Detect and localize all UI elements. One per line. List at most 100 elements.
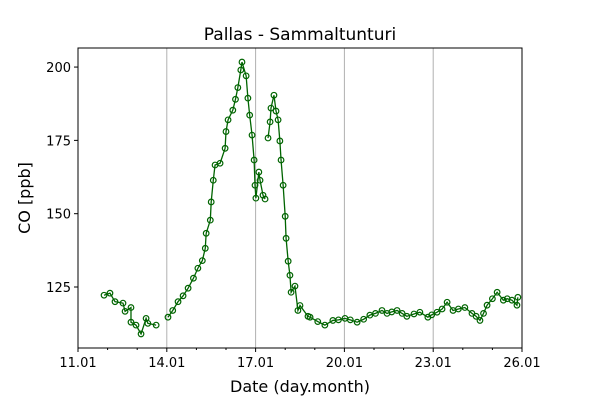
data-point [229,106,237,114]
data-point [255,168,263,176]
data-point [127,318,135,326]
data-point [372,309,379,317]
data-point [184,284,192,292]
data-point [279,181,287,189]
data-point [378,307,386,314]
data-point [251,181,259,189]
data-point [232,95,239,103]
data-point [270,91,278,99]
data-point [207,198,215,206]
data-point [267,104,275,112]
data-point [216,159,224,167]
data-point [499,296,507,304]
data-point [238,58,246,66]
data-point [346,316,354,324]
data-point [202,229,210,237]
data-point [222,128,230,135]
x-tick-label: 14.01 [148,356,185,371]
data-point [433,308,441,316]
data-point [237,66,245,74]
data-point [266,118,274,126]
data-point [281,212,289,220]
x-tick-label: 17.01 [237,356,274,371]
x-tick-label: 20.01 [326,356,363,371]
series-line [267,95,519,326]
data-point [398,309,406,317]
data-point [514,293,522,301]
chart-title: Pallas - Sammaltunturi [204,25,396,45]
y-axis: 125 150 175 200 [46,61,78,296]
data-point [206,216,214,224]
data-point [403,312,411,320]
data-point [513,301,521,309]
data-point [164,313,172,321]
data-point [106,289,114,297]
data-point [314,318,322,326]
data-point [296,302,304,309]
series-line [103,292,157,336]
grid-lines [166,48,434,348]
data-point [169,307,177,314]
data-point [174,298,182,306]
x-tick-label: 26.01 [503,356,540,371]
y-axis-label: CO [ppb] [15,162,34,234]
data-point [508,296,516,304]
data-point [152,321,160,329]
y-tick-label: 175 [46,134,71,149]
data-point [242,72,250,80]
y-tick-label: 150 [46,208,71,223]
data-point [179,292,187,300]
data-point [306,313,314,321]
data-point [132,321,140,329]
data-point [443,298,451,306]
data-point [438,305,446,313]
data-point [321,321,329,329]
data-point [261,195,269,203]
data-point [287,288,295,296]
data-point [209,176,217,184]
data-point [489,295,496,303]
data-point [282,234,290,242]
data-point [111,298,119,306]
data-point [221,144,229,152]
data-point [234,84,242,91]
data-point [190,274,197,282]
data-point [416,308,424,316]
data-point [291,282,299,290]
data-point [194,264,202,272]
data-point [277,156,285,164]
series-co [100,58,522,338]
data-point [461,304,469,311]
data-point [286,271,294,279]
data-point [454,305,462,313]
data-point [250,156,258,164]
data-point [272,107,280,115]
data-point [100,291,108,299]
data-point [276,137,284,145]
data-point [393,307,401,314]
data-point [201,244,209,252]
plot-frame [77,47,523,349]
data-point [256,176,264,184]
data-point [335,316,342,324]
x-axis: 11.01 14.01 17.01 20.01 23.01 26.01 [59,348,541,371]
data-point [224,116,232,124]
data-point [428,311,436,319]
data-point [284,257,292,265]
data-point [410,310,418,318]
data-point [476,317,484,324]
y-tick-label: 200 [46,61,71,76]
data-point [198,257,206,265]
x-axis-label: Date (day.month) [230,377,370,396]
data-point [246,111,254,119]
data-point [244,94,252,102]
data-point [264,134,272,142]
data-point [360,315,368,323]
data-point [353,318,361,326]
data-point [252,194,260,202]
data-point [144,319,152,327]
y-tick-label: 125 [46,281,71,296]
data-point [121,307,129,315]
x-tick-label: 11.01 [59,356,96,371]
